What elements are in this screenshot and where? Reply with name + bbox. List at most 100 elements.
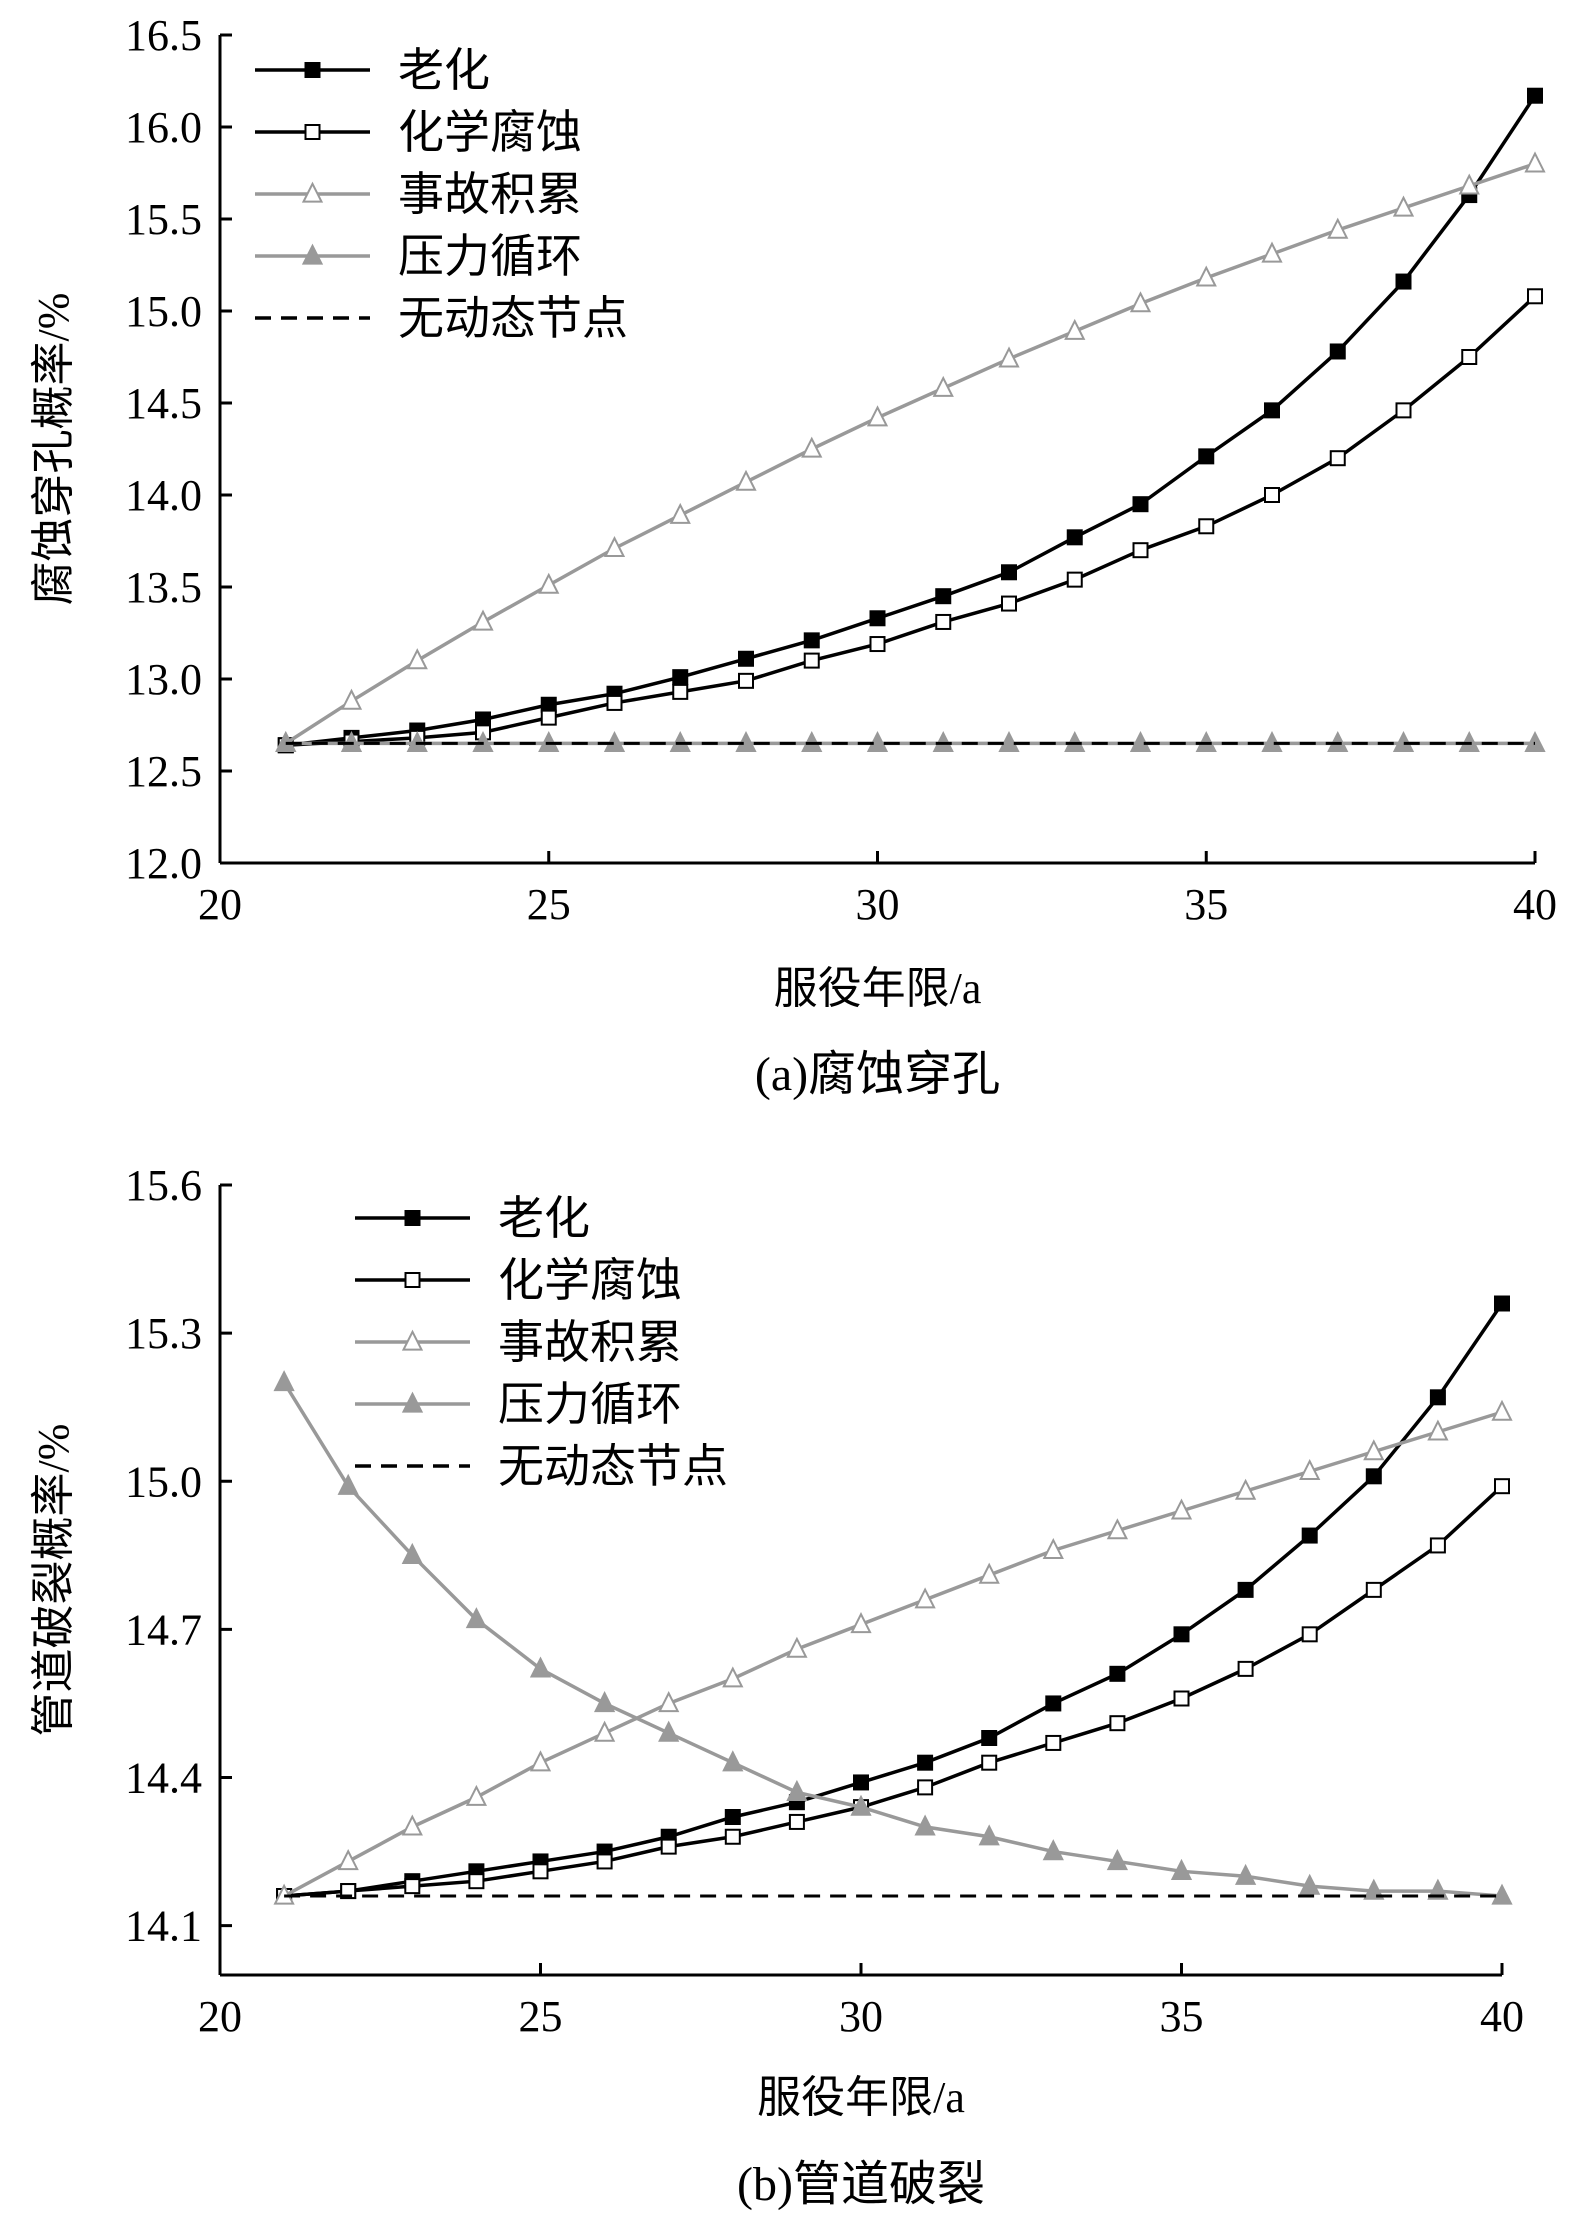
data-point bbox=[801, 436, 823, 458]
data-point bbox=[1365, 1581, 1382, 1598]
data-point bbox=[850, 1612, 872, 1634]
data-point bbox=[337, 1849, 359, 1871]
data-point bbox=[722, 1750, 744, 1772]
legend-item-无动态节点: 无动态节点 bbox=[355, 1441, 728, 1492]
data-point bbox=[1299, 1873, 1321, 1895]
y-tick-label: 12.0 bbox=[125, 839, 202, 888]
data-point bbox=[1395, 273, 1412, 290]
data-point bbox=[1264, 402, 1280, 419]
data-point bbox=[1045, 1734, 1062, 1751]
data-point bbox=[1392, 195, 1415, 217]
legend-item-化学腐蚀: 化学腐蚀 bbox=[355, 1255, 682, 1306]
y-tick-label: 12.5 bbox=[125, 747, 202, 796]
data-point bbox=[1045, 1695, 1062, 1712]
legend-item-事故积累: 事故积累 bbox=[255, 169, 582, 220]
data-point bbox=[658, 1691, 680, 1713]
data-point bbox=[1363, 1878, 1385, 1900]
data-point bbox=[273, 1370, 295, 1392]
legend-label: 压力循环 bbox=[498, 1379, 682, 1430]
y-axis: 12.0 12.5 13.0 13.5 14.0 14.5 15.0 15.5 16.0 16.5 bbox=[125, 11, 232, 888]
legend-label: 无动态节点 bbox=[398, 293, 628, 344]
data-point bbox=[869, 610, 886, 627]
legend-label: 老化 bbox=[498, 1193, 590, 1244]
y-tick-label: 13.5 bbox=[125, 563, 202, 612]
chart-corrosion-perforation: 12.0 12.5 13.0 13.5 14.0 14.5 15.0 15.5 16.0 16.5… bbox=[29, 11, 1557, 1101]
legend-item-老化: 老化 bbox=[255, 45, 490, 96]
data-point bbox=[406, 648, 428, 670]
y-tick-label: 13.0 bbox=[125, 655, 202, 704]
data-point bbox=[1066, 529, 1083, 546]
x-tick-label: 35 bbox=[1160, 1992, 1204, 2041]
data-point bbox=[660, 1838, 677, 1855]
x-tick-label: 40 bbox=[1513, 880, 1557, 929]
data-point bbox=[1527, 87, 1543, 104]
y-tick-label: 14.4 bbox=[125, 1754, 202, 1803]
y-axis: 14.1 14.4 14.7 15.0 15.3 15.6 bbox=[125, 1161, 232, 1975]
x-axis: 20 25 30 35 40 bbox=[198, 851, 1557, 929]
data-point bbox=[1109, 1665, 1126, 1682]
data-point bbox=[1427, 1419, 1449, 1441]
data-point bbox=[1461, 349, 1478, 365]
data-point bbox=[738, 672, 754, 689]
data-point bbox=[735, 469, 757, 491]
data-point bbox=[1109, 1715, 1126, 1732]
data-point bbox=[401, 1542, 423, 1564]
data-point bbox=[1170, 1858, 1193, 1880]
legend-marker bbox=[404, 1272, 421, 1288]
data-point bbox=[738, 650, 754, 667]
series-line bbox=[283, 1302, 1504, 1898]
y-tick-label: 15.6 bbox=[125, 1161, 202, 1210]
data-point bbox=[1458, 173, 1480, 195]
data-point bbox=[850, 1794, 872, 1816]
y-tick-label: 14.1 bbox=[125, 1902, 202, 1951]
data-point bbox=[998, 730, 1020, 753]
legend-label: 事故积累 bbox=[498, 1317, 682, 1368]
data-point bbox=[1491, 1883, 1513, 1905]
data-point bbox=[935, 613, 952, 630]
legend-label: 压力循环 bbox=[398, 231, 582, 282]
y-tick-label: 15.3 bbox=[125, 1309, 202, 1358]
data-point bbox=[669, 502, 691, 524]
data-point bbox=[724, 1809, 741, 1825]
data-point bbox=[1427, 1878, 1449, 1900]
data-point bbox=[1001, 564, 1017, 581]
data-point bbox=[593, 1691, 616, 1713]
data-point bbox=[1132, 496, 1149, 513]
series-老化 bbox=[276, 1295, 1510, 1904]
y-tick-label: 14.5 bbox=[125, 379, 202, 428]
data-point bbox=[1106, 1518, 1129, 1540]
data-point bbox=[724, 1828, 741, 1845]
data-point bbox=[917, 1754, 934, 1771]
data-point bbox=[1042, 1839, 1064, 1861]
data-point bbox=[465, 1607, 488, 1629]
series-line bbox=[282, 1381, 1503, 1898]
data-point bbox=[935, 588, 952, 605]
chart-caption: (a)腐蚀穿孔 bbox=[755, 1048, 1000, 1101]
data-point bbox=[672, 669, 689, 686]
data-point bbox=[1106, 1849, 1129, 1871]
series-line bbox=[285, 294, 1537, 747]
data-point bbox=[1299, 1458, 1321, 1481]
series-lines bbox=[275, 87, 1546, 754]
series-line bbox=[285, 94, 1537, 747]
data-point bbox=[1173, 1626, 1190, 1643]
data-point bbox=[1527, 288, 1543, 305]
data-point bbox=[1195, 265, 1217, 287]
data-point bbox=[978, 1562, 1000, 1584]
data-point bbox=[540, 709, 557, 726]
data-point bbox=[1329, 343, 1346, 360]
legend-marker bbox=[301, 243, 324, 265]
data-point bbox=[1301, 1626, 1318, 1643]
data-point bbox=[932, 375, 954, 397]
series-压力循环 bbox=[273, 1370, 1513, 1905]
data-point bbox=[401, 1814, 423, 1836]
data-point bbox=[1327, 217, 1349, 239]
data-point bbox=[803, 632, 820, 649]
legend-marker bbox=[301, 181, 324, 203]
data-point bbox=[1429, 1537, 1446, 1554]
legend-marker bbox=[404, 1210, 421, 1226]
data-point bbox=[593, 1720, 616, 1742]
series-lines bbox=[273, 1295, 1513, 1905]
